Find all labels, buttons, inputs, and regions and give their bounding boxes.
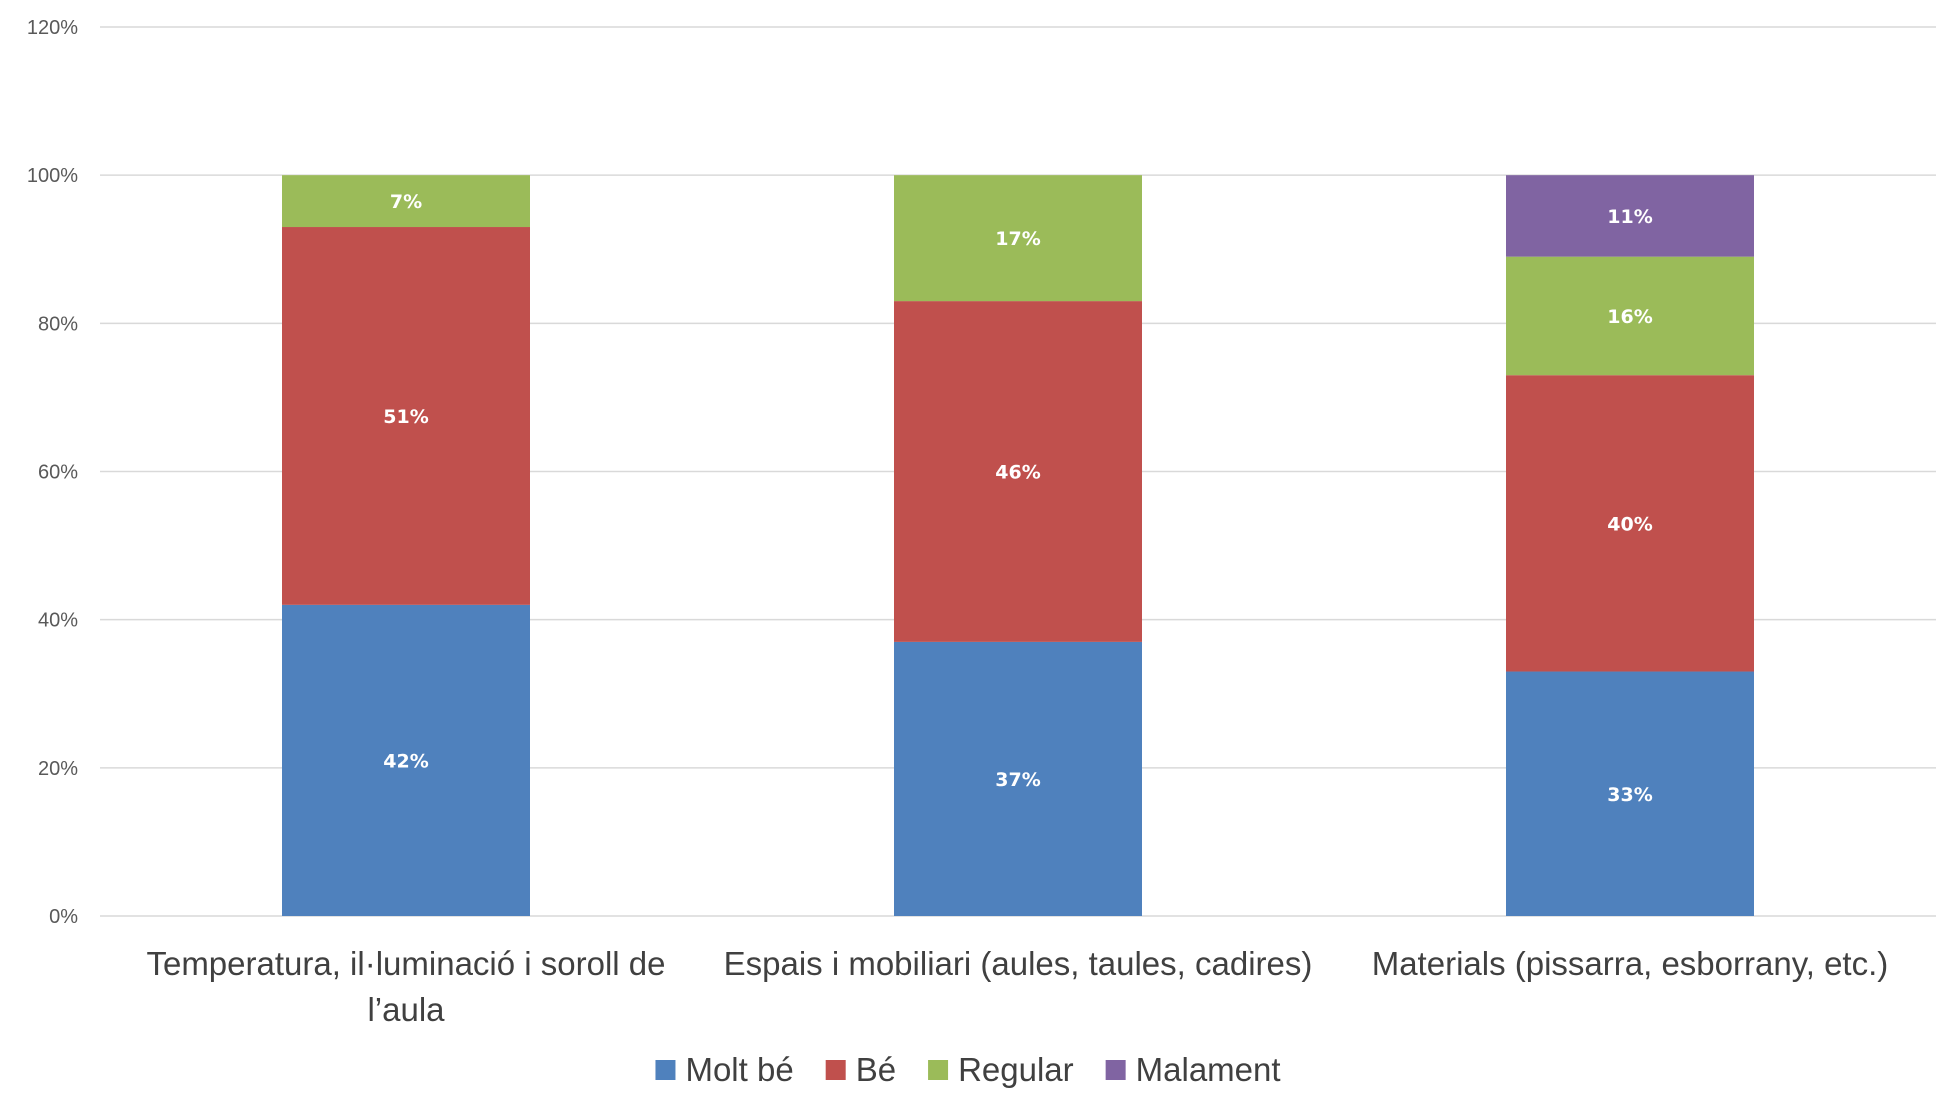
y-tick-label: 120% — [27, 17, 78, 39]
y-tick-label: 80% — [38, 313, 78, 335]
bar-segment — [282, 175, 530, 228]
data-label: 17% — [995, 228, 1040, 250]
legend-label: Molt bé — [685, 1051, 793, 1088]
legend-swatch — [928, 1060, 949, 1080]
x-category-label: Temperatura, il·luminació i soroll de — [146, 945, 665, 982]
data-label: 7% — [390, 191, 422, 213]
data-label: 42% — [383, 750, 428, 772]
bar-segment — [1506, 256, 1754, 376]
legend-label: Regular — [958, 1051, 1074, 1088]
legend-item: Regular — [928, 1051, 1074, 1088]
x-category-label: Espais i mobiliari (aules, taules, cadir… — [724, 945, 1313, 982]
data-label: 11% — [1607, 206, 1652, 228]
data-label: 16% — [1607, 306, 1652, 328]
bar-segment — [1506, 671, 1754, 916]
y-tick-label: 100% — [27, 165, 78, 187]
bar-segment — [1506, 375, 1754, 672]
legend-swatch — [1105, 1060, 1126, 1080]
data-labels: 42% 51% 7% 37% 46% 17% 33% 40% 16% 11% — [383, 191, 1652, 806]
data-label: 37% — [995, 769, 1040, 791]
bar-segment — [894, 301, 1142, 642]
bar-segment — [894, 641, 1142, 916]
x-category-label: Materials (pissarra, esborrany, etc.) — [1372, 945, 1889, 982]
x-category-label: l’aula — [367, 991, 445, 1028]
bar-segment — [282, 604, 530, 916]
legend-item: Molt bé — [655, 1051, 794, 1088]
y-tick-label: 60% — [38, 462, 78, 484]
data-label: 33% — [1607, 784, 1652, 806]
bar-segment — [1506, 175, 1754, 257]
y-axis-tick-labels: 0% 20% 40% 60% 80% 100% 120% — [27, 17, 78, 928]
legend-label: Bé — [856, 1051, 896, 1088]
data-label: 46% — [995, 462, 1040, 484]
x-axis-category-labels: Temperatura, il·luminació i soroll de l’a… — [146, 945, 1888, 1028]
bar-segment — [894, 175, 1142, 302]
data-label: 40% — [1607, 513, 1652, 535]
legend-item: Bé — [825, 1051, 896, 1088]
legend-swatch — [655, 1060, 676, 1080]
bars — [282, 175, 1754, 916]
y-tick-label: 40% — [38, 610, 78, 632]
legend: Molt bé Bé Regular Malament — [655, 1051, 1281, 1088]
legend-item: Malament — [1105, 1051, 1281, 1088]
y-tick-label: 0% — [49, 906, 78, 928]
data-label: 51% — [383, 406, 428, 428]
legend-swatch — [825, 1060, 846, 1080]
legend-label: Malament — [1136, 1051, 1281, 1088]
bar-segment — [282, 227, 530, 605]
y-tick-label: 20% — [38, 758, 78, 780]
